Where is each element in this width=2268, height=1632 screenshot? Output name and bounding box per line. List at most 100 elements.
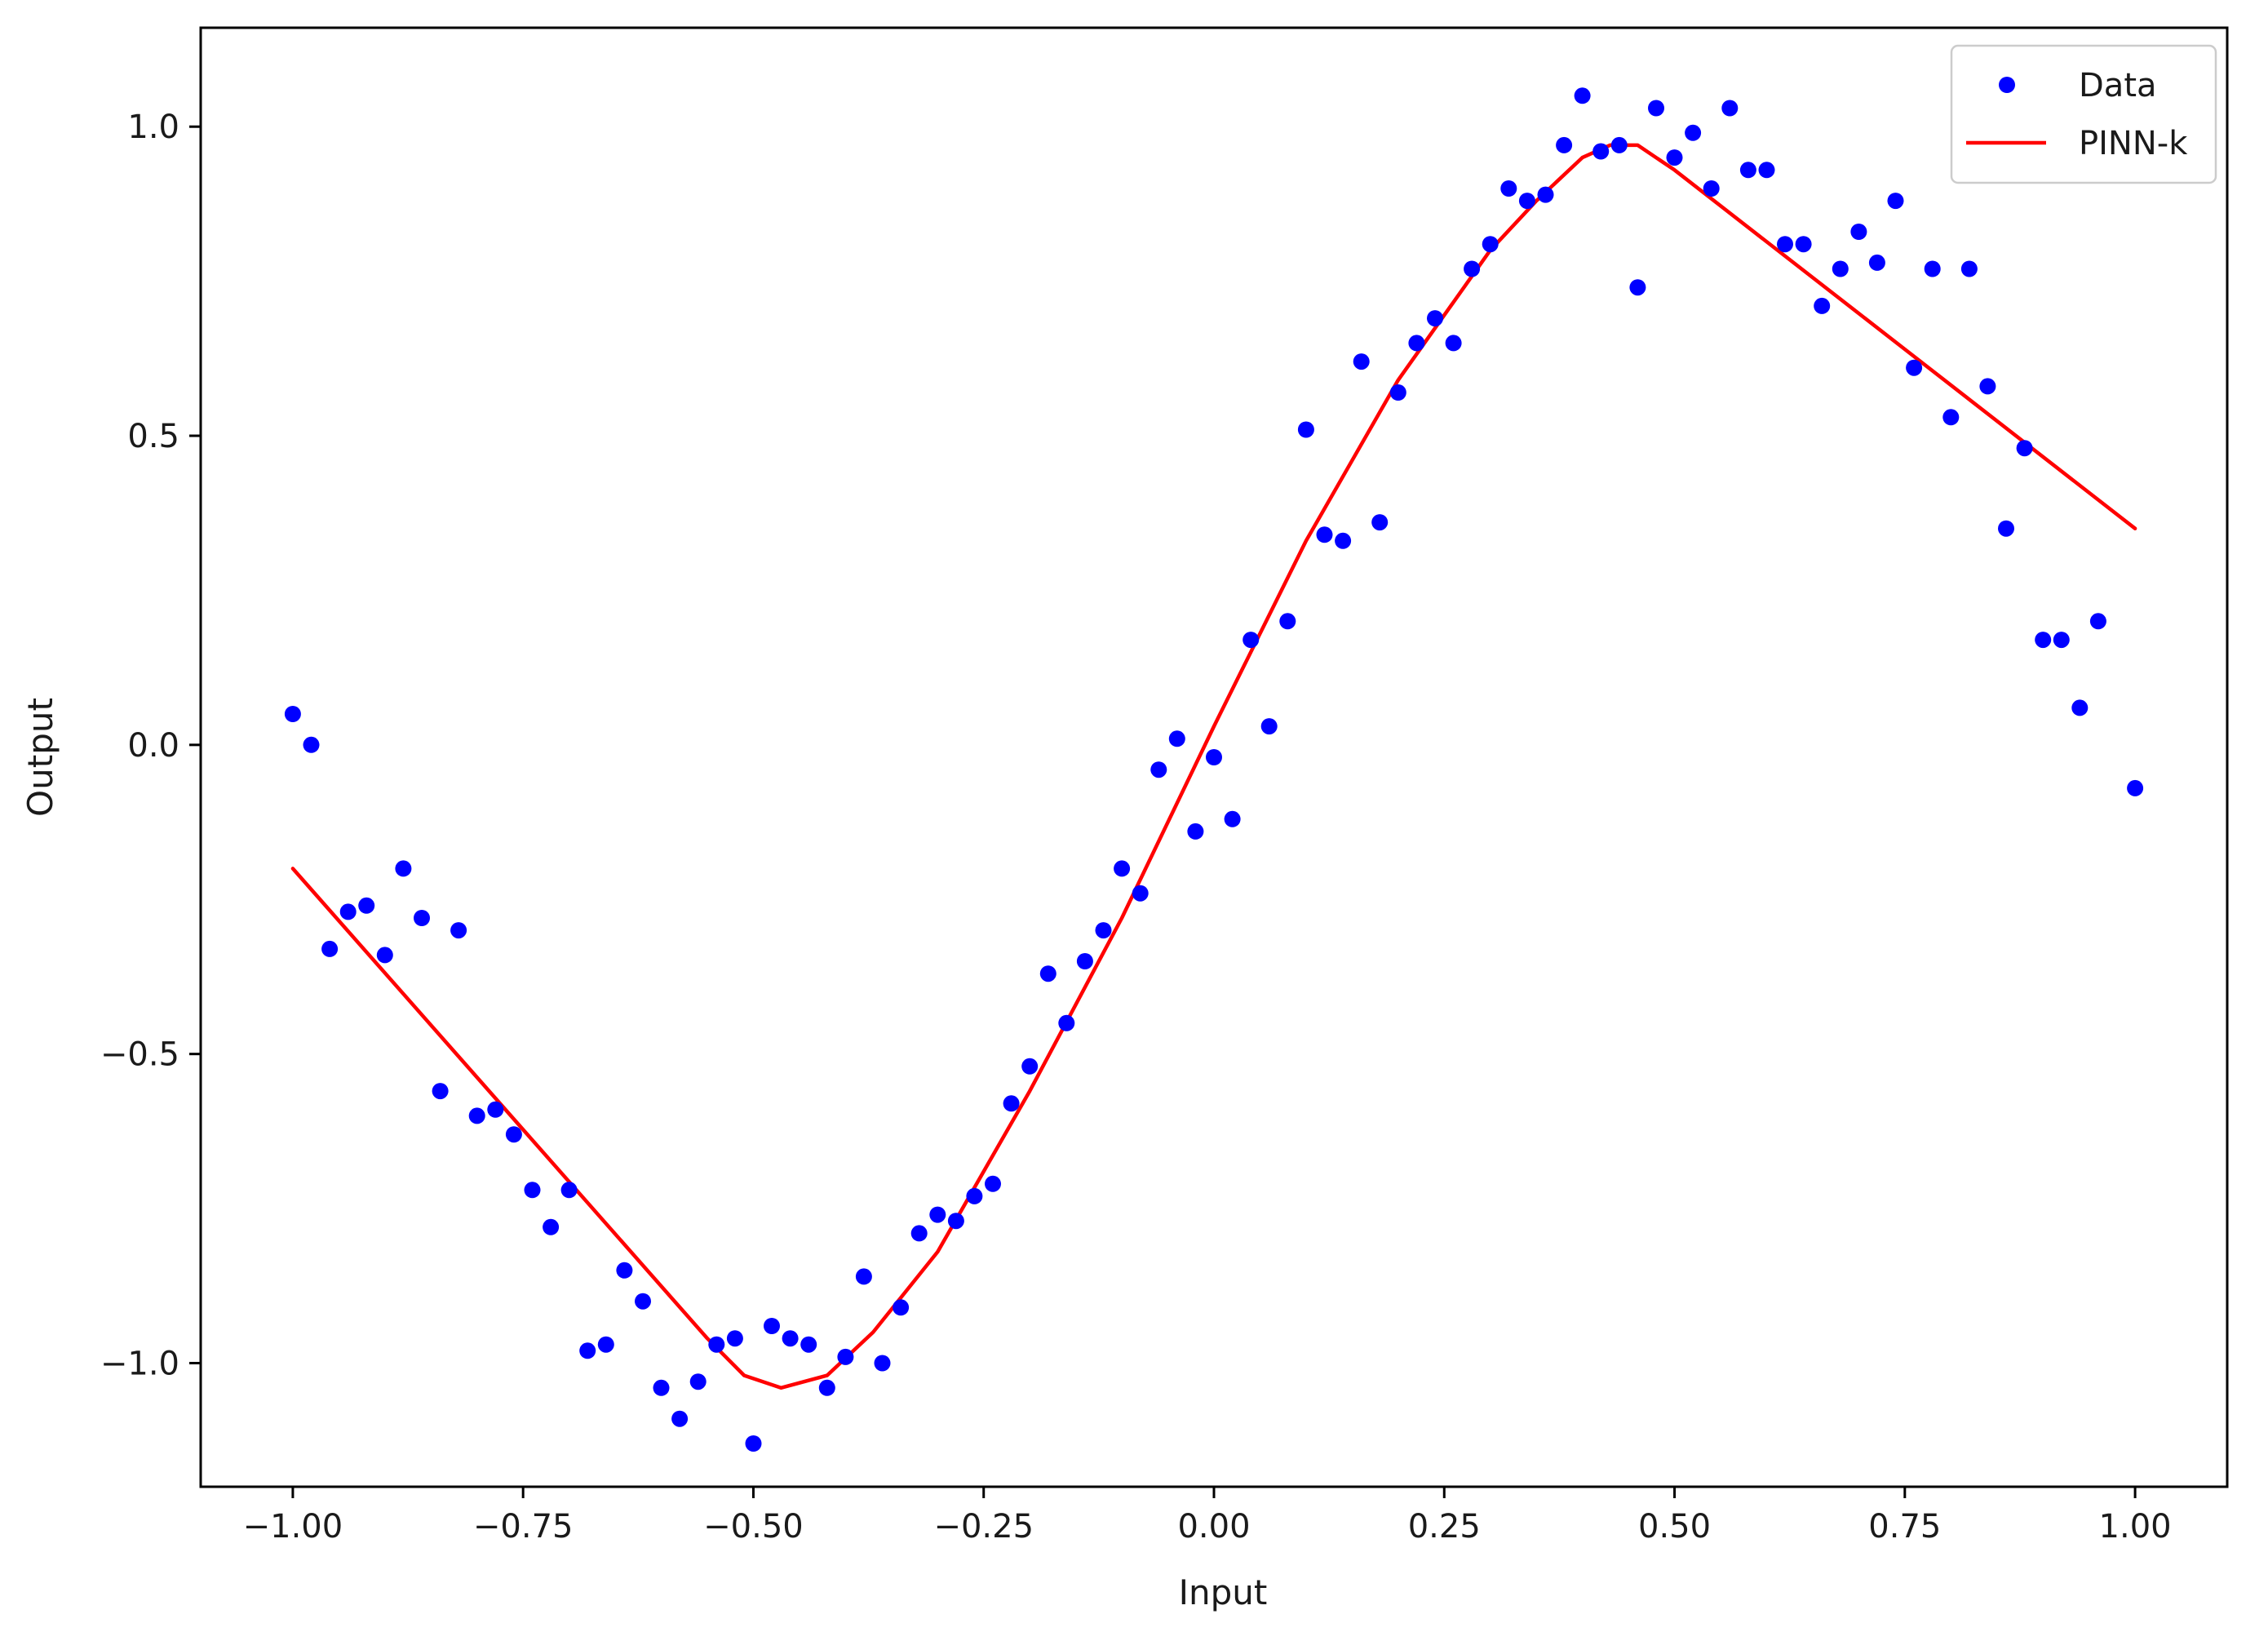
data-point <box>708 1336 725 1353</box>
data-point <box>487 1101 504 1118</box>
data-point <box>2089 613 2106 630</box>
data-point <box>1464 260 1481 277</box>
pinn-k-series <box>290 143 2137 1390</box>
data-point <box>579 1342 596 1359</box>
x-axis-ticks: −1.00 −0.75 −0.50 −0.25 0.00 0.25 0.50 0.75 1.00 <box>243 1487 2172 1546</box>
data-point <box>1168 730 1185 747</box>
y-tick-label: 0.0 <box>127 727 179 765</box>
x-tick-label: −0.75 <box>473 1508 574 1546</box>
data-point <box>1224 810 1241 827</box>
data-point <box>1316 526 1333 543</box>
data-series <box>284 87 2144 1452</box>
x-tick-label: 0.75 <box>1868 1508 1941 1546</box>
y-axis-title: Output <box>20 698 60 817</box>
data-point <box>1721 100 1739 117</box>
y-axis-ticks: −1.0 −0.5 0.0 0.5 1.0 <box>100 109 201 1382</box>
data-point <box>818 1379 835 1396</box>
data-point <box>1353 353 1370 370</box>
data-point <box>2053 632 2070 649</box>
data-point <box>947 1213 964 1230</box>
data-point <box>1795 236 1812 253</box>
y-tick-label: −0.5 <box>100 1036 179 1074</box>
data-point <box>1832 260 1849 277</box>
data-point <box>837 1348 854 1365</box>
data-point <box>1039 965 1056 982</box>
data-point <box>1114 860 1131 877</box>
data-point <box>893 1299 910 1316</box>
data-point <box>1998 520 2014 537</box>
data-point <box>505 1126 522 1143</box>
data-point <box>1445 335 1462 352</box>
data-point <box>1814 297 1831 314</box>
data-point <box>1666 149 1683 166</box>
data-point <box>1335 532 1352 549</box>
y-tick-label: 1.0 <box>127 109 179 146</box>
data-point <box>764 1318 780 1334</box>
data-point <box>1960 260 1978 277</box>
data-point <box>1574 87 1591 104</box>
x-tick-label: 0.25 <box>1408 1508 1481 1546</box>
data-point <box>2127 779 2144 796</box>
data-point <box>1076 953 1093 969</box>
legend: Data PINN-k <box>1950 44 2217 184</box>
data-point <box>929 1206 946 1223</box>
data-point <box>800 1336 817 1353</box>
data-point <box>1518 193 1535 210</box>
data-point <box>1537 186 1554 203</box>
data-point <box>560 1182 578 1199</box>
data-point <box>616 1262 633 1279</box>
data-point <box>1058 1014 1075 1031</box>
data-point <box>1887 193 1904 210</box>
x-tick-label: −0.25 <box>933 1508 1034 1546</box>
data-point <box>1482 236 1499 253</box>
data-point <box>1021 1058 1039 1075</box>
data-point <box>543 1218 560 1235</box>
data-point <box>1629 279 1646 296</box>
data-point <box>1979 378 1996 395</box>
data-point <box>358 897 375 914</box>
data-point <box>985 1175 1001 1192</box>
data-point <box>376 947 393 964</box>
legend-box <box>1950 44 2217 184</box>
data-point <box>597 1336 614 1353</box>
data-point <box>966 1187 983 1204</box>
data-point <box>653 1379 670 1396</box>
data-point <box>1648 100 1664 117</box>
y-tick-label: −1.0 <box>100 1345 179 1382</box>
data-point <box>1095 922 1112 939</box>
data-point <box>2071 699 2089 716</box>
data-point <box>2016 440 2033 457</box>
x-axis-title: Input <box>1179 1572 1268 1612</box>
data-point <box>1556 136 1573 153</box>
plot-content <box>284 87 2144 1452</box>
data-point <box>782 1330 799 1347</box>
data-point <box>1758 162 1775 179</box>
x-tick-label: 0.50 <box>1638 1508 1711 1546</box>
data-point <box>1389 384 1406 401</box>
data-point <box>395 860 412 877</box>
data-point <box>1924 260 1941 277</box>
data-point <box>1187 823 1204 840</box>
data-point <box>874 1355 891 1372</box>
data-point <box>1003 1095 1020 1112</box>
data-point <box>450 922 467 939</box>
data-point <box>432 1083 449 1100</box>
data-point <box>1777 236 1793 253</box>
data-point <box>635 1293 651 1310</box>
data-point <box>303 736 320 753</box>
data-point <box>339 903 357 920</box>
data-point <box>1408 335 1425 352</box>
data-point <box>1427 310 1443 327</box>
data-point <box>321 940 339 957</box>
data-point <box>524 1182 541 1199</box>
x-tick-label: −0.50 <box>703 1508 804 1546</box>
data-point <box>1500 180 1517 197</box>
data-point <box>726 1330 743 1347</box>
data-point <box>671 1410 689 1427</box>
data-point <box>2035 632 2052 649</box>
data-point <box>1297 421 1314 438</box>
data-point <box>1868 254 1885 271</box>
data-point <box>1906 359 1923 376</box>
data-point <box>689 1373 707 1390</box>
